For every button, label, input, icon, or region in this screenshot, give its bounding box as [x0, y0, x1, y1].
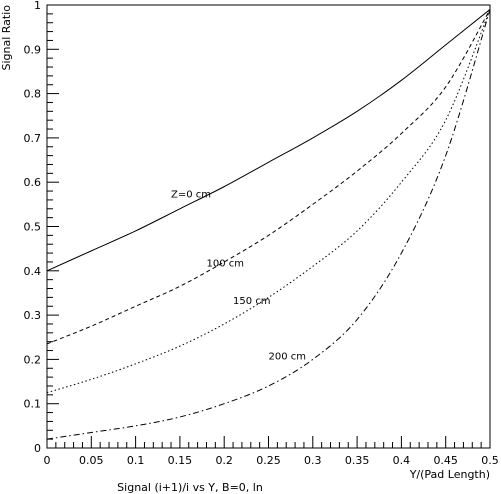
y-tick-label: 0.6: [24, 176, 42, 189]
series-label-3: 200 cm: [269, 351, 307, 362]
series-line-0: [46, 9, 491, 272]
x-tick-label: 0.1: [127, 454, 145, 467]
y-axis-ticks: 0 0.1 0.2 0.3 0.4 0.5 0.6 0.7 0.8 0.9 1: [24, 0, 59, 455]
y-tick-label: 0.3: [24, 309, 42, 322]
x-tick-label: 0.2: [215, 454, 233, 467]
y-tick-label: 0.5: [24, 221, 42, 234]
series-label-2: 150 cm: [233, 296, 271, 307]
x-axis-title: Y/(Pad Length): [409, 468, 490, 481]
x-tick-label: 0.4: [393, 454, 411, 467]
series-line-3: [46, 9, 491, 440]
y-tick-label: 0.7: [24, 132, 42, 145]
x-axis-ticks: 0 0.05 0.1 0.15 0.2 0.25 0.3 0.35 0.4 0.45 0.5: [44, 436, 499, 467]
x-tick-label: 0.35: [345, 454, 370, 467]
x-tick-label: 0.05: [79, 454, 104, 467]
x-tick-label: 0.5: [481, 454, 499, 467]
x-tick-label: 0.45: [433, 454, 458, 467]
plot-frame: [46, 4, 491, 449]
series-label-1: 100 cm: [206, 258, 244, 269]
y-axis-title: Signal Ratio: [0, 5, 13, 71]
series-label-0: Z=0 cm: [171, 190, 211, 201]
series-line-2: [46, 9, 491, 394]
series-labels: Z=0 cm 100 cm 150 cm 200 cm: [171, 190, 306, 363]
y-tick-label: 0.1: [24, 398, 42, 411]
x-tick-label: 0.3: [304, 454, 322, 467]
y-tick-label: 1: [34, 0, 41, 12]
y-tick-label: 0.8: [24, 88, 42, 101]
x-tick-label: 0.15: [168, 454, 193, 467]
series-line-1: [46, 9, 491, 345]
x-tick-label: 0: [44, 454, 51, 467]
y-tick-label: 0: [34, 442, 41, 455]
chart-caption: Signal (i+1)/i vs Y, B=0, ln: [117, 481, 263, 494]
series-layer: [46, 9, 491, 440]
y-tick-label: 0.9: [24, 43, 42, 56]
y-tick-label: 0.2: [24, 353, 42, 366]
y-tick-label: 0.4: [24, 265, 42, 278]
x-tick-label: 0.25: [256, 454, 281, 467]
